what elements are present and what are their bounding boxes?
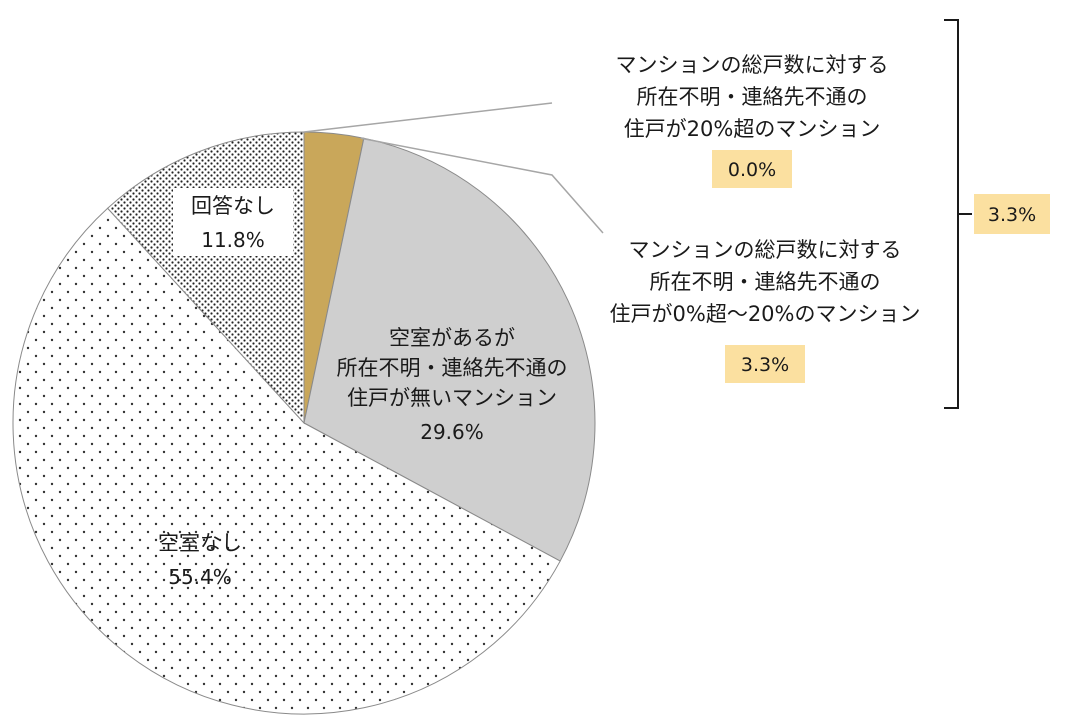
- leader-lines: [303, 102, 604, 234]
- curly-bracket: [944, 19, 972, 409]
- total-value-badge: [974, 194, 1050, 234]
- slice-3-label: 回答なし: [191, 194, 275, 218]
- slice-2-wedge: [12, 207, 561, 715]
- total-bracket: 3.3%: [944, 19, 1050, 409]
- slice-1-label: 住戸が無いマンション: [347, 386, 557, 410]
- leader-line-20pct: [303, 102, 553, 133]
- callout-1-label: 所在不明・連絡先不通の: [637, 85, 868, 109]
- slice-2-label: 空室なし: [158, 531, 242, 555]
- slice-1-value-label: 29.6%: [420, 420, 484, 444]
- leader-line-0-20pct: [360, 137, 604, 234]
- callout-2-value: 3.3%: [741, 354, 789, 376]
- slice-3-label-background: [173, 188, 293, 256]
- slice-1-label: 所在不明・連絡先不通の: [337, 356, 568, 380]
- callout-1-value: 0.0%: [728, 159, 776, 181]
- slice-2-value-label: 55.4%: [168, 565, 232, 589]
- callout-2-value-badge: [725, 345, 805, 383]
- callout-1-label: 住戸が20%超のマンション: [624, 117, 881, 141]
- callout-2-label: 所在不明・連絡先不通の: [650, 270, 881, 294]
- pie-slices: [12, 131, 596, 715]
- callout-2-label: 住戸が0%超～20%のマンション: [610, 302, 921, 326]
- callout-1-value-badge: [712, 150, 792, 188]
- callout-1-label: マンションの総戸数に対する: [616, 53, 889, 77]
- slice-1-wedge: [303, 137, 596, 562]
- callouts: マンションの総戸数に対する所在不明・連絡先不通の住戸が20%超のマンション0.0…: [610, 53, 921, 383]
- total-value: 3.3%: [988, 204, 1036, 226]
- callout-2-label: マンションの総戸数に対する: [629, 238, 902, 262]
- slice-3-value-label: 11.8%: [201, 228, 265, 252]
- slice-1-label: 空室があるが: [389, 326, 515, 350]
